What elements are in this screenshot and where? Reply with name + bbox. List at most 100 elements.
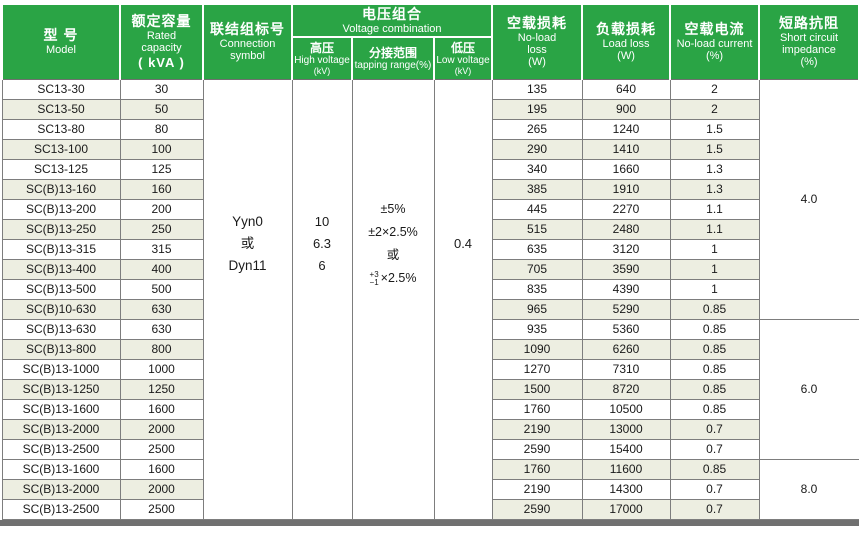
capacity-cell: 630 [119, 298, 204, 320]
capacity-header: 额定容量 Rated capacity ( kVA ) [119, 3, 204, 80]
model-cell: SC(B)13-1250 [1, 378, 121, 400]
capacity-cell: 2500 [119, 498, 204, 520]
low-voltage-header-zh: 低压 [451, 40, 476, 55]
no-load-current-cell: 0.85 [669, 298, 760, 320]
table-header: 型 号 Model 额定容量 Rated capacity ( kVA ) 联结… [1, 3, 859, 80]
no-load-loss-cell: 1500 [491, 378, 583, 400]
model-cell: SC(B)13-1600 [1, 458, 121, 480]
tapping-stack-rest: ×2.5% [380, 271, 417, 285]
connection-symbol-cell-line: 或 [240, 236, 255, 251]
connection-header-zh: 联结组标号 [210, 21, 285, 38]
no-load-current-cell: 0.85 [669, 318, 760, 340]
load-loss-cell: 1910 [581, 178, 671, 200]
no-load-loss-cell: 2590 [491, 438, 583, 460]
low-voltage-cell: 0.4 [433, 78, 493, 520]
model-cell: SC(B)13-630 [1, 318, 121, 340]
table-row: SC(B)10-630 630 965 5290 0.85 [1, 298, 859, 320]
connection-header-line: Connection [219, 38, 276, 51]
tapping-range-header-zh: 分接范围 [368, 45, 417, 60]
capacity-cell: 250 [119, 218, 204, 240]
model-cell: SC(B)13-160 [1, 178, 121, 200]
voltage-group-header-en: Voltage combination [342, 23, 442, 35]
no-load-loss-cell: 1760 [491, 398, 583, 420]
model-cell: SC(B)13-200 [1, 198, 121, 220]
impedance-header-unit: (%) [800, 56, 818, 69]
no-load-loss-cell: 1270 [491, 358, 583, 380]
capacity-cell: 630 [119, 318, 204, 340]
table-row: SC13-50 50 195 900 2 [1, 98, 859, 120]
capacity-header-unit: ( kVA ) [138, 54, 185, 70]
load-loss-cell: 14300 [581, 478, 671, 500]
no-load-loss-header-zh: 空载损耗 [507, 15, 568, 32]
table-row: SC(B)13-800 800 1090 6260 0.85 [1, 338, 859, 360]
no-load-loss-cell: 265 [491, 118, 583, 140]
load-loss-cell: 4390 [581, 278, 671, 300]
no-load-current-cell: 1.5 [669, 138, 760, 160]
load-loss-cell: 1410 [581, 138, 671, 160]
load-loss-cell: 6260 [581, 338, 671, 360]
model-cell: SC(B)13-2500 [1, 438, 121, 460]
capacity-cell: 500 [119, 278, 204, 300]
low-voltage-header-unit: (kV) [454, 65, 472, 76]
voltage-group-header: 电压组合 Voltage combination [290, 3, 494, 38]
load-loss-cell: 7310 [581, 358, 671, 380]
load-loss-cell: 11600 [581, 458, 671, 480]
capacity-header-line: capacity [141, 41, 182, 54]
high-voltage-header-en: High voltage [294, 54, 350, 66]
high-voltage-cell: 10 6.3 6 [291, 78, 353, 520]
load-loss-cell: 15400 [581, 438, 671, 460]
high-voltage-header: 高压 High voltage (kV) [291, 36, 353, 80]
no-load-current-cell: 0.7 [669, 418, 760, 440]
low-voltage-header: 低压 Low voltage (kV) [432, 36, 494, 80]
connection-symbol-cell: Yyn0 或 Dyn11 [202, 78, 293, 520]
load-loss-cell: 10500 [581, 398, 671, 420]
model-cell: SC(B)13-2000 [1, 478, 121, 500]
capacity-cell: 1250 [119, 378, 204, 400]
capacity-cell: 315 [119, 238, 204, 260]
model-cell: SC13-100 [1, 138, 121, 160]
capacity-cell: 1600 [119, 398, 204, 420]
no-load-current-cell: 2 [669, 98, 760, 120]
no-load-current-cell: 1.5 [669, 118, 760, 140]
no-load-loss-cell: 2190 [491, 418, 583, 440]
tapping-range-header: 分接范围 tapping range(%) [351, 36, 435, 80]
tapping-range-cell-line: 或 [386, 248, 400, 262]
capacity-cell: 1000 [119, 358, 204, 380]
model-header-zh: 型 号 [43, 27, 79, 44]
tapping-range-stacked-line: +3 −1 ×2.5% [353, 267, 434, 290]
no-load-loss-header-line: No-load [517, 32, 557, 45]
load-loss-header-line: Load loss [602, 38, 650, 51]
no-load-current-cell: 1 [669, 238, 760, 260]
table-row: SC(B)13-315 315 635 3120 1 [1, 238, 859, 260]
no-load-loss-cell: 290 [491, 138, 583, 160]
capacity-cell: 50 [119, 98, 204, 120]
no-load-loss-cell: 135 [491, 78, 583, 100]
capacity-header-line: Rated [146, 29, 177, 42]
no-load-current-cell: 1 [669, 258, 760, 280]
load-loss-cell: 2480 [581, 218, 671, 240]
table-row: SC(B)13-400 400 705 3590 1 [1, 258, 859, 280]
spec-table: 型 号 Model 额定容量 Rated capacity ( kVA ) 联结… [1, 3, 859, 520]
capacity-cell: 200 [119, 198, 204, 220]
capacity-cell: 2000 [119, 418, 204, 440]
load-loss-cell: 900 [581, 98, 671, 120]
load-loss-cell: 5360 [581, 318, 671, 340]
load-loss-header: 负载损耗 Load loss (W) [581, 3, 672, 80]
connection-symbol-cell-line: Yyn0 [232, 214, 263, 229]
table-row: SC(B)13-2500 2500 2590 15400 0.7 [1, 438, 859, 460]
model-cell: SC13-50 [1, 98, 121, 120]
model-cell: SC(B)13-400 [1, 258, 121, 280]
table-row: SC(B)13-2000 2000 2190 14300 0.7 [1, 478, 859, 500]
model-cell: SC13-30 [1, 78, 121, 100]
connection-symbol-cell-line: Dyn11 [228, 258, 267, 273]
load-loss-header-zh: 负载损耗 [596, 21, 657, 38]
no-load-current-header-zh: 空载电流 [684, 21, 745, 38]
no-load-loss-header-unit: (W) [528, 56, 546, 69]
impedance-cell: 4.0 [758, 78, 859, 320]
capacity-cell: 2500 [119, 438, 204, 460]
tapping-stack-bottom: −1 [369, 277, 379, 287]
model-header-en: Model [46, 44, 76, 57]
tapping-stack: +3 −1 [369, 270, 379, 287]
load-loss-cell: 3590 [581, 258, 671, 280]
impedance-header-zh: 短路抗阻 [779, 15, 840, 32]
